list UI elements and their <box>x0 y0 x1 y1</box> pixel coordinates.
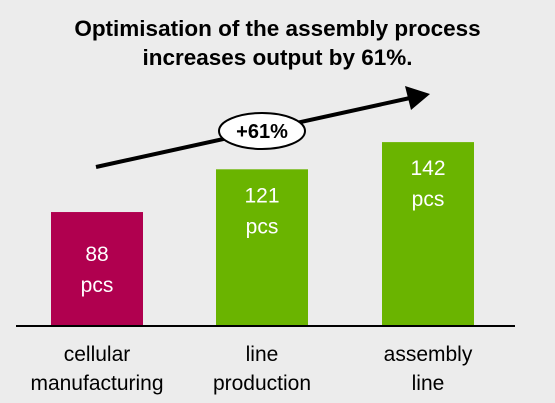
category-label: line <box>246 343 279 366</box>
bar-3 <box>382 142 474 326</box>
category-label: production <box>213 372 311 395</box>
chart-title-line-2: increases output by 61%. <box>142 45 413 70</box>
annotation-label: +61% <box>236 121 288 143</box>
category-label: assembly <box>384 343 473 366</box>
category-label: cellular <box>64 343 131 366</box>
category-label: line <box>412 372 445 395</box>
bar-value-label: pcs <box>246 215 279 238</box>
bar-value-label: pcs <box>412 188 445 211</box>
chart-title: Optimisation of the assembly process inc… <box>0 14 555 72</box>
chart-title-line-1: Optimisation of the assembly process <box>74 16 481 41</box>
bar-2 <box>216 169 308 326</box>
bar-value-label: 142 <box>410 157 445 180</box>
trend-arrow-head <box>405 86 430 110</box>
category-label: manufacturing <box>30 372 163 395</box>
bar-value-label: 121 <box>244 184 279 207</box>
annotation-ellipse <box>218 112 306 150</box>
bar-value-label: pcs <box>81 274 114 297</box>
bar-1 <box>51 212 143 326</box>
bar-value-label: 88 <box>85 243 108 266</box>
